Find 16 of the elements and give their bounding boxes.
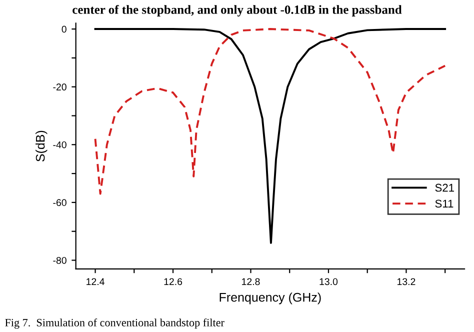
x-tick-label: 13.2 — [398, 278, 416, 286]
x-tick-label: 12.8 — [242, 278, 260, 286]
y-tick-label: -60 — [53, 199, 66, 206]
y-tick-label: -80 — [53, 256, 66, 264]
x-tick-label: 12.4 — [86, 278, 104, 285]
y-axis-title: S(dB) — [36, 130, 48, 162]
text: center of the stopband, and only about -0.1dB in the passband — [72, 4, 402, 16]
legend-label: S11 — [435, 200, 454, 208]
caption: Fig 7. Simulation of conventional bandstop filter — [5, 318, 224, 329]
y-tick-label: -20 — [53, 84, 66, 90]
y-tick-label: -40 — [53, 141, 66, 148]
x-tick-label: 12.6 — [164, 278, 182, 286]
y-tick-label: 0 — [62, 26, 66, 33]
legend-label: S21 — [435, 184, 454, 192]
x-axis-title: Frenquency (GHz) — [220, 292, 321, 304]
x-tick-label: 13.0 — [320, 278, 338, 286]
